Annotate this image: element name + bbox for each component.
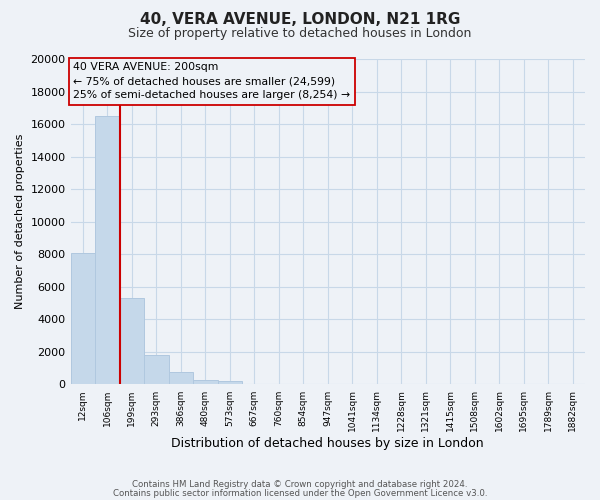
Text: 40, VERA AVENUE, LONDON, N21 1RG: 40, VERA AVENUE, LONDON, N21 1RG <box>140 12 460 28</box>
Bar <box>119 298 144 384</box>
Text: Contains public sector information licensed under the Open Government Licence v3: Contains public sector information licen… <box>113 488 487 498</box>
X-axis label: Distribution of detached houses by size in London: Distribution of detached houses by size … <box>172 437 484 450</box>
Bar <box>144 355 169 384</box>
Bar <box>71 252 95 384</box>
Text: Size of property relative to detached houses in London: Size of property relative to detached ho… <box>128 28 472 40</box>
Bar <box>193 380 218 384</box>
Y-axis label: Number of detached properties: Number of detached properties <box>15 134 25 310</box>
Bar <box>95 116 119 384</box>
Text: Contains HM Land Registry data © Crown copyright and database right 2024.: Contains HM Land Registry data © Crown c… <box>132 480 468 489</box>
Bar <box>169 372 193 384</box>
Text: 40 VERA AVENUE: 200sqm
← 75% of detached houses are smaller (24,599)
25% of semi: 40 VERA AVENUE: 200sqm ← 75% of detached… <box>73 62 350 100</box>
Bar <box>218 381 242 384</box>
